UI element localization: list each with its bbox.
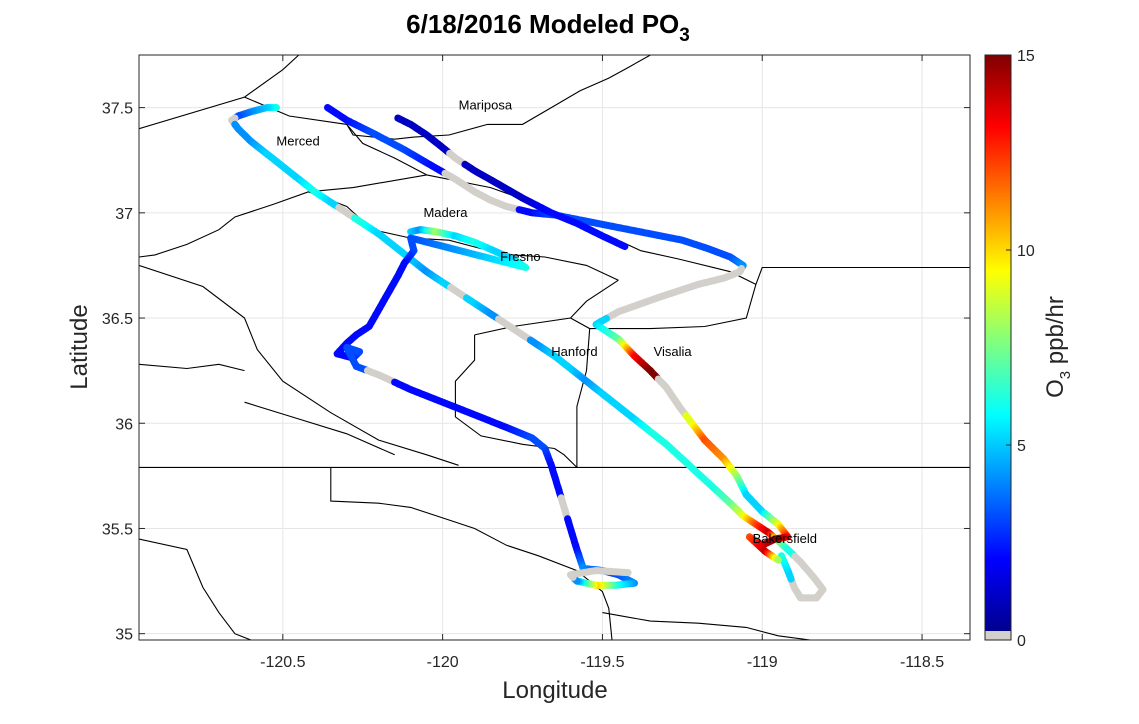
- county-boundary-11: [244, 401, 395, 456]
- city-label-hanford: Hanford: [551, 344, 597, 359]
- chart-title: 6/18/2016 Modeled PO3: [406, 9, 690, 46]
- x-axis-ticks: -120.5 -120 -119.5 -119 -118.5: [260, 55, 944, 671]
- county-boundary-0: [139, 55, 300, 130]
- flight-tracks: [228, 104, 827, 602]
- colorbar-ticks: 0 5 10 15: [1006, 48, 1035, 650]
- county-boundary-3: [448, 55, 651, 136]
- county-boundary-9: [139, 264, 459, 466]
- x-tick-label-2: -119.5: [580, 654, 624, 671]
- county-boundary-4: [139, 174, 427, 258]
- colorbar-gradient: [985, 55, 1011, 631]
- y-tick-label-3: 36.5: [102, 311, 133, 328]
- y-axis-ticks: 35 35.5 36 36.5 37 37.5: [102, 101, 970, 644]
- track-c: [394, 114, 629, 251]
- city-labels: Mariposa Merced Madera Fresno Hanford Visalia…: [276, 98, 817, 546]
- county-boundary-15: [589, 284, 757, 330]
- city-label-bakersfield: Bakersfield: [753, 531, 817, 546]
- city-label-merced: Merced: [276, 133, 319, 148]
- colorbar-label: O3 ppb/hr: [1042, 296, 1074, 398]
- city-label-visalia: Visalia: [654, 344, 693, 359]
- county-boundary-7: [755, 266, 970, 285]
- county-boundary-18: [139, 538, 252, 640]
- x-tick-label-4: -118.5: [900, 654, 944, 671]
- county-boundary-14: [570, 317, 591, 468]
- colorbar-tick-label-1: 5: [1017, 438, 1026, 455]
- y-tick-label-2: 36: [115, 416, 133, 433]
- county-boundary-19: [602, 612, 811, 640]
- colorbar-tick-label-3: 15: [1017, 48, 1035, 65]
- colorbar-tick-label-2: 10: [1017, 243, 1035, 260]
- city-label-mariposa: Mariposa: [459, 98, 513, 113]
- x-tick-label-3: -119: [747, 654, 778, 671]
- plot-frame: [138, 54, 971, 641]
- track-point: [624, 569, 632, 577]
- track-point: [774, 556, 782, 564]
- track-a: [228, 104, 827, 602]
- county-boundary-13: [554, 448, 578, 468]
- y-tick-label-4: 37: [115, 206, 133, 223]
- colorbar-frame: [984, 54, 1012, 641]
- y-axis-label: Latitude: [66, 304, 93, 389]
- y-tick-label-0: 35: [115, 627, 133, 644]
- y-tick-label-5: 37.5: [102, 101, 133, 118]
- county-boundary-1: [244, 96, 427, 176]
- x-axis-label: Longitude: [502, 677, 607, 704]
- county-boundary-17: [330, 467, 613, 640]
- county-boundary-12: [454, 334, 555, 450]
- plot-area: [139, 55, 970, 640]
- x-tick-label-1: -120: [427, 654, 459, 671]
- track-b: [324, 104, 792, 564]
- city-label-madera: Madera: [423, 205, 468, 220]
- colorbar-zero-swatch: [985, 631, 1011, 640]
- x-tick-label-0: -120.5: [260, 654, 305, 671]
- track-d: [333, 226, 639, 589]
- track-point: [621, 242, 629, 251]
- y-tick-label-1: 35.5: [102, 521, 133, 538]
- county-boundary-10: [139, 363, 245, 372]
- city-label-fresno: Fresno: [500, 249, 540, 264]
- colorbar-tick-label-0: 0: [1017, 633, 1026, 650]
